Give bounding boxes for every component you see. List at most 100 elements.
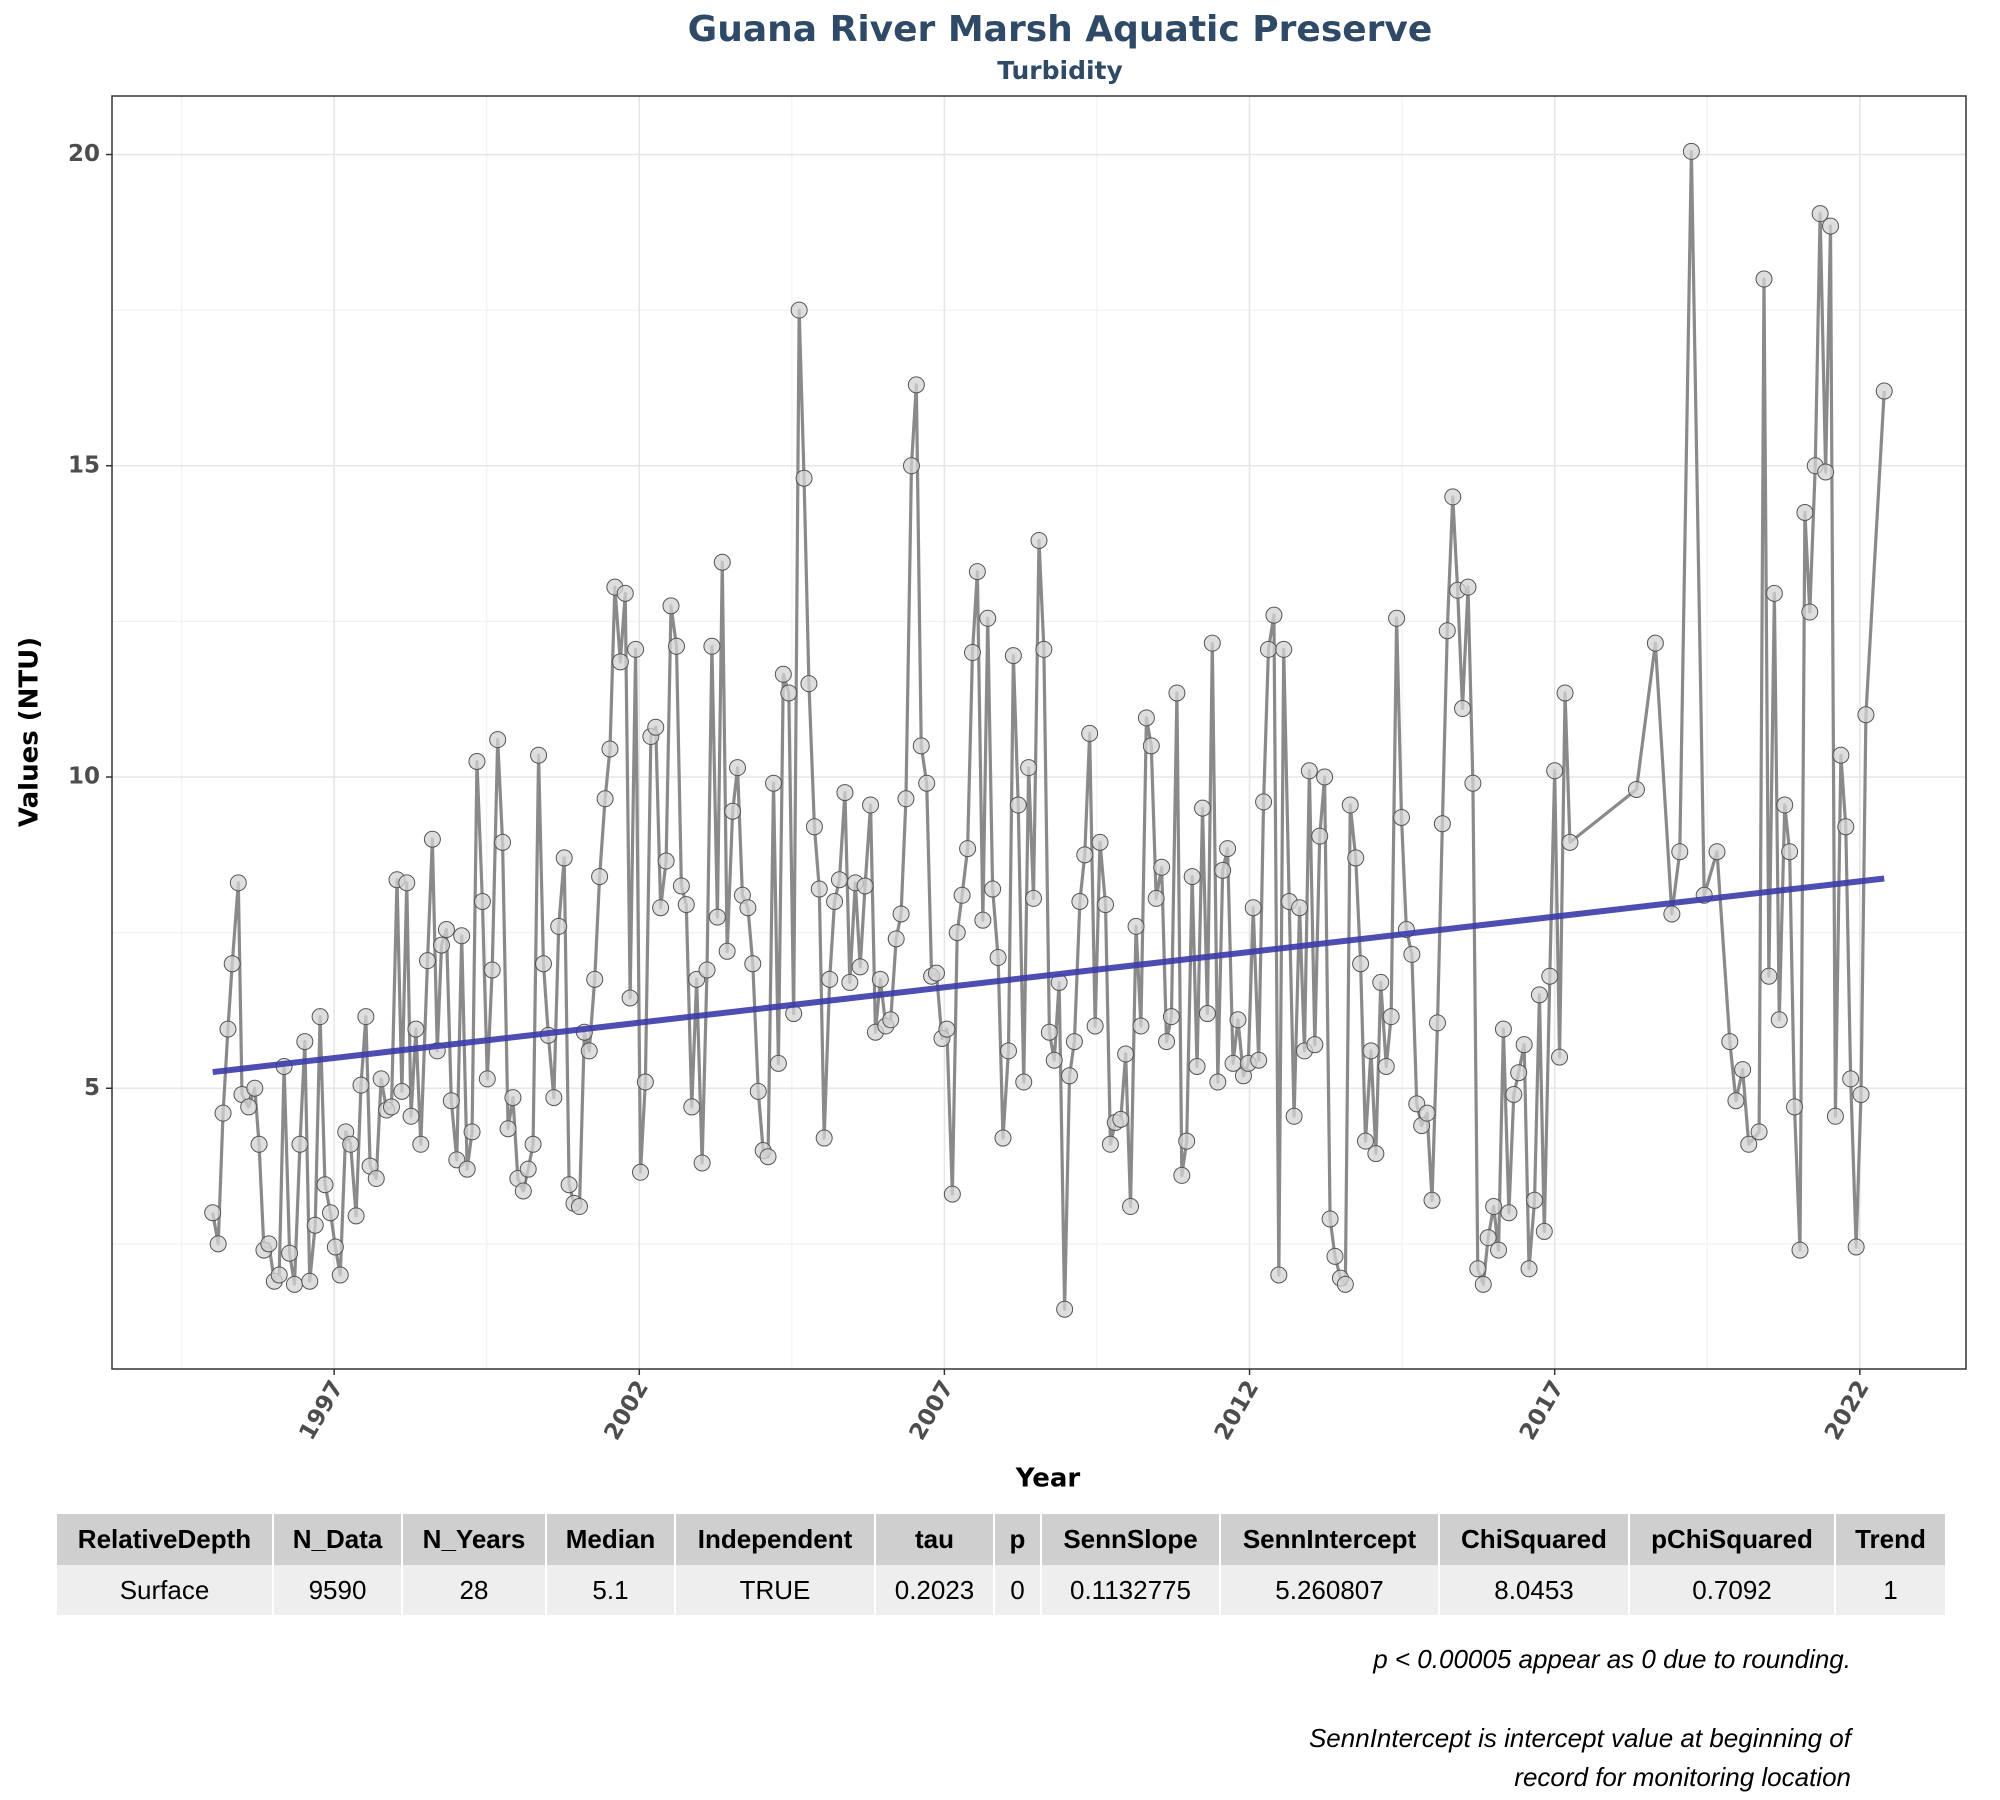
column-header: SennSlope [1040,1514,1221,1565]
data-point [1510,1064,1528,1082]
table-cell: 5.260807 [1219,1565,1440,1615]
data-point [483,961,501,979]
table-row: Surface 9590 28 5.1 TRUE 0.2023 0 0.1132775 5.26… [55,1565,1947,1615]
data-point [1770,1011,1788,1029]
data-point [1071,893,1089,911]
data-point [739,899,757,917]
data-point [759,1148,777,1166]
data-point [902,457,920,475]
data-point [591,868,609,886]
note: SennIntercept is intercept value at begi… [1308,1723,1851,1792]
data-point [1755,270,1773,288]
data-point [1561,833,1579,851]
column-header: pChiSquared [1628,1514,1836,1565]
data-point [372,1070,390,1088]
data-point [662,597,680,615]
data-point [1285,1107,1303,1125]
data-point [1362,1042,1380,1060]
chart-title: Guana River Marsh Aquatic Preserve [688,9,1433,50]
data-point [1786,1098,1804,1116]
data-point [596,790,614,808]
data-point [393,1082,411,1100]
data-point [1832,746,1850,764]
data-point [897,790,915,808]
data-point [1857,706,1875,724]
data-point [1316,768,1334,786]
data-point [204,1204,222,1222]
data-point [246,1079,264,1097]
data-point [953,886,971,904]
data-point [1423,1191,1441,1209]
data-point [1367,1145,1385,1163]
data-point [1168,684,1186,702]
data-point [1551,1048,1569,1066]
data-point [749,1082,767,1100]
data-point [871,970,889,988]
data-point [984,880,1002,898]
data-point [383,1098,401,1116]
data-point [519,1160,537,1178]
data-point [1097,896,1115,914]
data-point [959,840,977,858]
data-point [1291,899,1309,917]
data-point [1004,647,1022,665]
stats-table: RelativeDepth N_Data N_Years Median Independ… [55,1514,1947,1615]
data-point [1214,861,1232,879]
y-tick-label: 15 [68,452,100,478]
data-point [1740,1135,1758,1153]
data-point [994,1129,1012,1147]
data-point [1388,609,1406,627]
data-point [260,1235,278,1253]
data-point [301,1272,319,1290]
data-point [1875,382,1893,400]
data-point [1515,1036,1533,1054]
data-point [1490,1241,1508,1259]
data-point [1535,1222,1553,1240]
data-point [667,637,685,655]
data-point [555,849,573,867]
column-header: N_Data [272,1514,403,1565]
data-point [1194,799,1212,817]
data-point [1526,1191,1544,1209]
data-point [724,802,742,820]
data-point [219,1020,237,1038]
data-point [270,1266,288,1284]
data-point [1541,967,1559,985]
x-axis-title: Year [1015,1464,1081,1494]
data-point [657,852,675,870]
data-point [631,1163,649,1181]
data-point [367,1170,385,1188]
data-point [423,830,441,848]
x-tick-label: 2012 [1210,1376,1265,1444]
data-point [1178,1132,1196,1150]
data-point [912,737,930,755]
data-point [580,1042,598,1060]
data-point [943,1185,961,1203]
data-point [296,1033,314,1051]
data-point [1817,463,1835,481]
table-cell: 8.0453 [1438,1565,1630,1615]
data-point [463,1123,481,1141]
table-cell: 0.1132775 [1040,1565,1221,1615]
data-point [347,1207,365,1225]
data-point [1162,1008,1180,1026]
data-point [316,1176,334,1194]
data-point [821,970,839,988]
data-point [1147,889,1165,907]
data-point [1076,846,1094,864]
data-point [1418,1104,1436,1122]
data-point [550,917,568,935]
data-point [407,1020,425,1038]
data-point [1086,1017,1104,1035]
y-tick-label: 20 [68,141,100,167]
data-point [1336,1275,1354,1293]
data-point [1173,1166,1191,1184]
data-point [1842,1070,1860,1088]
data-point [1122,1198,1140,1216]
data-point [1530,986,1548,1004]
data-point [1500,1204,1518,1222]
table-cell: 1 [1834,1565,1947,1615]
data-point [892,905,910,923]
data-point [636,1073,654,1091]
